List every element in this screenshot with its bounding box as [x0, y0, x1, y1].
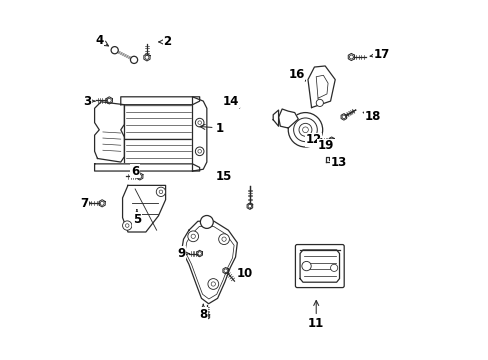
Circle shape [156, 187, 165, 197]
Circle shape [138, 175, 142, 179]
Circle shape [100, 201, 104, 205]
Polygon shape [121, 97, 199, 105]
Polygon shape [273, 110, 278, 126]
Text: 12: 12 [305, 133, 321, 146]
Circle shape [198, 121, 201, 125]
Text: 10: 10 [236, 267, 252, 280]
Text: 13: 13 [330, 156, 346, 169]
Circle shape [130, 56, 137, 63]
Text: 5: 5 [133, 210, 141, 226]
Text: 19: 19 [317, 139, 334, 152]
Bar [124, 105, 192, 139]
Circle shape [107, 98, 111, 102]
Text: 9: 9 [177, 247, 189, 260]
Circle shape [247, 204, 251, 208]
Text: 6: 6 [130, 165, 139, 177]
Text: 16: 16 [288, 68, 305, 81]
Polygon shape [94, 164, 199, 171]
Circle shape [287, 113, 322, 147]
Circle shape [200, 216, 213, 228]
Polygon shape [278, 109, 298, 128]
Circle shape [222, 237, 226, 241]
Circle shape [342, 115, 345, 119]
Text: 18: 18 [363, 110, 380, 123]
Circle shape [218, 234, 229, 244]
Circle shape [198, 252, 201, 255]
Text: 1: 1 [200, 122, 223, 135]
Circle shape [191, 234, 195, 238]
Circle shape [187, 231, 198, 242]
Circle shape [207, 279, 218, 289]
Circle shape [125, 224, 129, 227]
Polygon shape [307, 66, 335, 108]
Circle shape [122, 221, 132, 230]
Circle shape [329, 138, 332, 141]
Circle shape [198, 149, 201, 153]
Bar [124, 139, 192, 164]
Polygon shape [122, 185, 165, 232]
Circle shape [298, 123, 311, 136]
Polygon shape [192, 97, 206, 171]
Polygon shape [300, 250, 339, 282]
Circle shape [159, 190, 163, 194]
Circle shape [302, 127, 308, 133]
Text: 14: 14 [222, 95, 239, 108]
Text: 7: 7 [80, 197, 91, 210]
Circle shape [316, 99, 323, 107]
Polygon shape [182, 221, 237, 304]
Text: 4: 4 [95, 33, 108, 47]
Circle shape [144, 55, 149, 59]
Circle shape [211, 282, 215, 286]
Text: 17: 17 [369, 48, 389, 61]
Text: 15: 15 [215, 170, 231, 183]
Circle shape [111, 46, 118, 54]
Text: 8: 8 [199, 305, 207, 321]
Text: 2: 2 [159, 35, 171, 49]
Circle shape [301, 261, 310, 271]
Circle shape [330, 264, 337, 271]
Polygon shape [325, 157, 333, 162]
Circle shape [195, 147, 203, 156]
Circle shape [195, 118, 203, 127]
Polygon shape [94, 102, 124, 162]
Text: 11: 11 [307, 301, 324, 330]
Circle shape [293, 118, 317, 141]
Circle shape [224, 269, 227, 273]
Circle shape [349, 55, 353, 59]
Circle shape [204, 315, 208, 318]
Text: 3: 3 [83, 95, 95, 108]
